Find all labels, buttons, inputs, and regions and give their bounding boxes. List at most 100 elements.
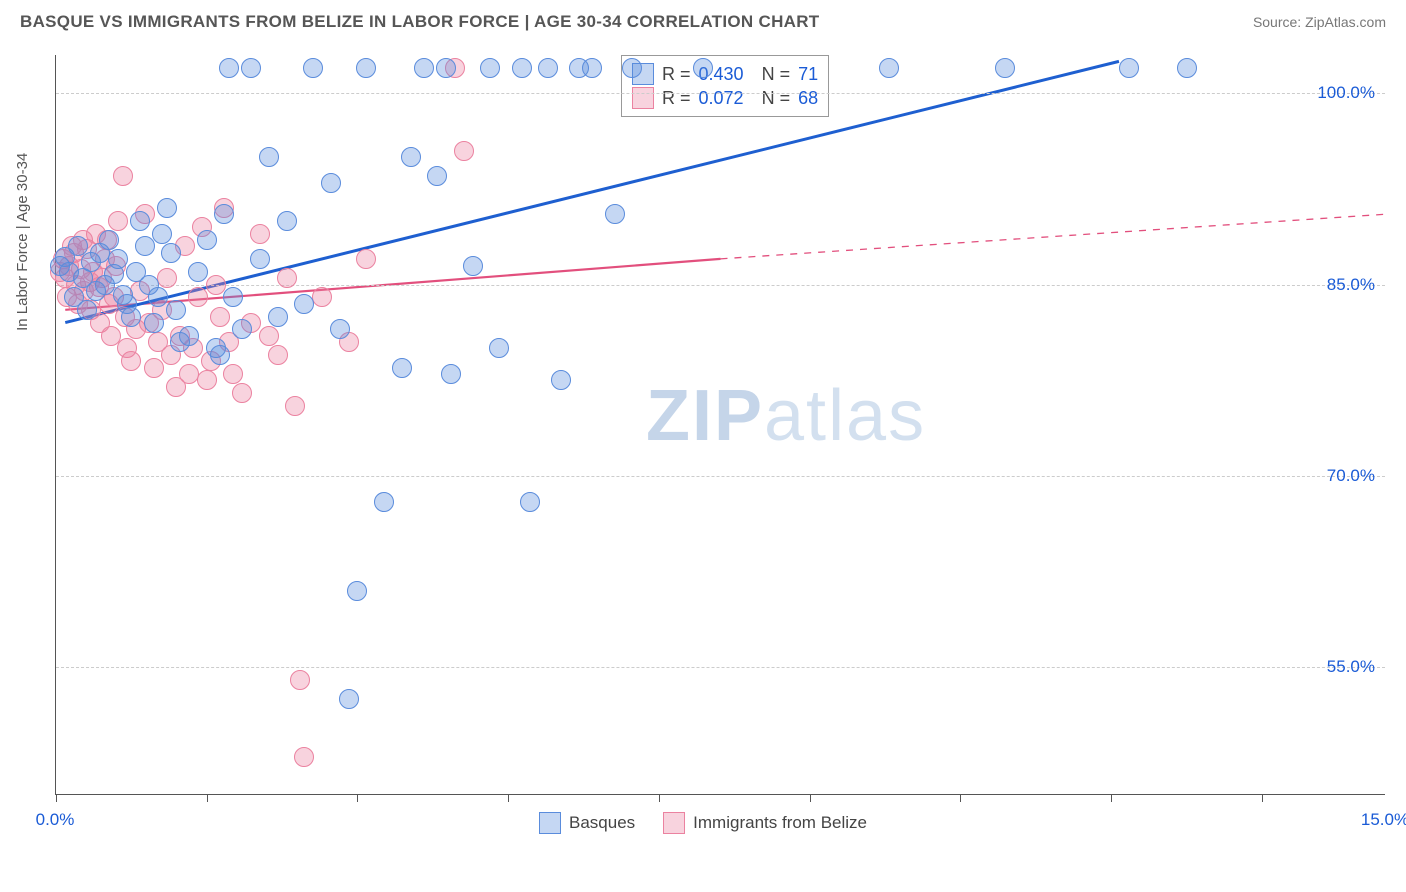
x-tick bbox=[207, 794, 208, 802]
stat-n-value: 71 bbox=[798, 64, 818, 85]
basques-point bbox=[152, 224, 172, 244]
basques-point bbox=[374, 492, 394, 512]
scatter-plot: ZIPatlas R =0.430N =71R =0.072N =68 55.0… bbox=[55, 55, 1385, 795]
stat-n-value: 68 bbox=[798, 88, 818, 109]
y-tick-label: 55.0% bbox=[1327, 657, 1375, 677]
y-tick-label: 85.0% bbox=[1327, 275, 1375, 295]
x-tick bbox=[357, 794, 358, 802]
basques-point bbox=[622, 58, 642, 78]
basques-point bbox=[330, 319, 350, 339]
basques-point bbox=[582, 58, 602, 78]
basques-point bbox=[277, 211, 297, 231]
legend-swatch bbox=[539, 812, 561, 834]
belize-point bbox=[188, 287, 208, 307]
belize-point bbox=[294, 747, 314, 767]
legend-label: Immigrants from Belize bbox=[693, 813, 867, 833]
basques-point bbox=[427, 166, 447, 186]
basques-point bbox=[241, 58, 261, 78]
x-tick bbox=[659, 794, 660, 802]
page-title: BASQUE VS IMMIGRANTS FROM BELIZE IN LABO… bbox=[20, 12, 820, 32]
basques-point bbox=[339, 689, 359, 709]
basques-point bbox=[210, 345, 230, 365]
basques-point bbox=[166, 300, 186, 320]
stat-n-label: N = bbox=[762, 64, 791, 85]
basques-point bbox=[693, 58, 713, 78]
belize-point bbox=[312, 287, 332, 307]
basques-point bbox=[441, 364, 461, 384]
basques-point bbox=[392, 358, 412, 378]
basques-point bbox=[605, 204, 625, 224]
belize-point bbox=[223, 364, 243, 384]
stat-r-value: 0.072 bbox=[699, 88, 744, 109]
basques-point bbox=[436, 58, 456, 78]
watermark: ZIPatlas bbox=[646, 375, 926, 457]
basques-point bbox=[135, 236, 155, 256]
belize-point bbox=[157, 268, 177, 288]
basques-point bbox=[188, 262, 208, 282]
x-tick bbox=[810, 794, 811, 802]
stats-row: R = 0.072 N = 68 bbox=[632, 87, 818, 109]
belize-point bbox=[121, 351, 141, 371]
basques-point bbox=[219, 58, 239, 78]
belize-point bbox=[210, 307, 230, 327]
trend-line bbox=[721, 214, 1385, 259]
basques-point bbox=[463, 256, 483, 276]
x-tick-label-start: 0.0% bbox=[36, 810, 75, 830]
stat-n-label: N = bbox=[762, 88, 791, 109]
basques-point bbox=[1119, 58, 1139, 78]
gridline bbox=[56, 667, 1385, 668]
series-legend: BasquesImmigrants from Belize bbox=[0, 812, 1406, 834]
belize-point bbox=[277, 268, 297, 288]
basques-point bbox=[144, 313, 164, 333]
x-tick bbox=[508, 794, 509, 802]
basques-point bbox=[148, 287, 168, 307]
belize-point bbox=[108, 211, 128, 231]
basques-point bbox=[356, 58, 376, 78]
y-axis-label: In Labor Force | Age 30-34 bbox=[14, 153, 31, 331]
belize-point bbox=[290, 670, 310, 690]
basques-point bbox=[1177, 58, 1197, 78]
x-tick bbox=[960, 794, 961, 802]
basques-point bbox=[294, 294, 314, 314]
watermark-light: atlas bbox=[764, 376, 926, 456]
basques-point bbox=[995, 58, 1015, 78]
x-tick bbox=[56, 794, 57, 802]
basques-point bbox=[259, 147, 279, 167]
basques-point bbox=[321, 173, 341, 193]
basques-point bbox=[401, 147, 421, 167]
basques-point bbox=[268, 307, 288, 327]
basques-point bbox=[214, 204, 234, 224]
x-tick-label-end: 15.0% bbox=[1361, 810, 1406, 830]
stat-r-label: R = bbox=[662, 64, 691, 85]
basques-point bbox=[489, 338, 509, 358]
basques-point bbox=[77, 300, 97, 320]
belize-point bbox=[144, 358, 164, 378]
trend-lines bbox=[56, 55, 1385, 794]
basques-point bbox=[347, 581, 367, 601]
stats-legend: R =0.430N =71R =0.072N =68 bbox=[621, 55, 829, 117]
basques-point bbox=[520, 492, 540, 512]
basques-point bbox=[99, 230, 119, 250]
basques-point bbox=[551, 370, 571, 390]
basques-point bbox=[197, 230, 217, 250]
basques-point bbox=[512, 58, 532, 78]
gridline bbox=[56, 476, 1385, 477]
y-tick-label: 100.0% bbox=[1317, 83, 1375, 103]
basques-point bbox=[480, 58, 500, 78]
legend-swatch bbox=[632, 87, 654, 109]
basques-point bbox=[108, 249, 128, 269]
legend-swatch bbox=[663, 812, 685, 834]
basques-point bbox=[161, 243, 181, 263]
belize-point bbox=[285, 396, 305, 416]
x-tick bbox=[1111, 794, 1112, 802]
belize-point bbox=[197, 370, 217, 390]
stats-row: R =0.430N =71 bbox=[632, 63, 818, 85]
stat-r-label: R = bbox=[662, 88, 691, 109]
basques-point bbox=[250, 249, 270, 269]
belize-point bbox=[268, 345, 288, 365]
basques-point bbox=[303, 58, 323, 78]
belize-point bbox=[232, 383, 252, 403]
belize-point bbox=[250, 224, 270, 244]
basques-point bbox=[538, 58, 558, 78]
basques-point bbox=[121, 307, 141, 327]
